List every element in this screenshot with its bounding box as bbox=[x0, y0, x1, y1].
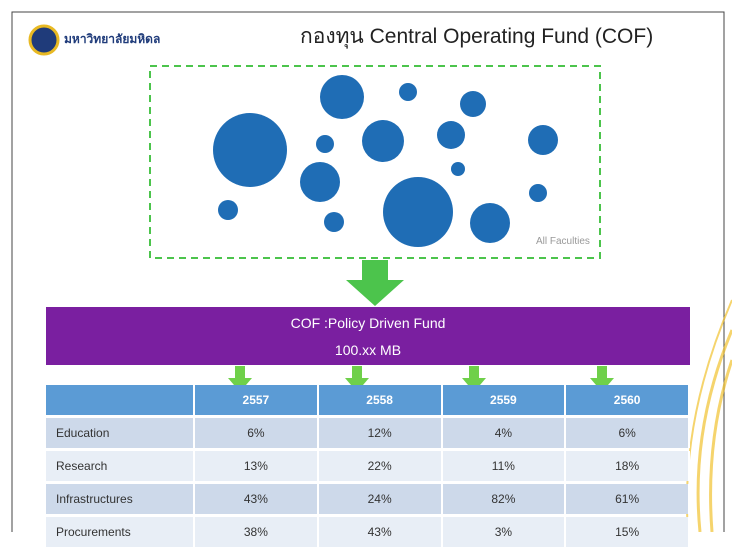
table-cell: 82% bbox=[442, 484, 567, 514]
faculty-bubbles bbox=[213, 75, 558, 247]
banner-line: 100.xx MB bbox=[334, 342, 402, 358]
table-cell: 3% bbox=[442, 517, 567, 547]
table-row: Education 6% 12% 4% 6% bbox=[46, 418, 690, 448]
logo bbox=[28, 24, 60, 56]
table-row: Infrastructures 43% 24% 82% 61% bbox=[46, 484, 690, 514]
column-header: 2558 bbox=[318, 385, 443, 415]
faculty-box bbox=[149, 65, 601, 259]
row-label: Education bbox=[46, 418, 195, 448]
column-header: 2559 bbox=[442, 385, 567, 415]
table-cell: 6% bbox=[195, 418, 319, 448]
table-cell: 12% bbox=[318, 418, 443, 448]
table-cell: 24% bbox=[318, 484, 443, 514]
table-row: Research 13% 22% 11% 18% bbox=[46, 451, 690, 481]
table-cell: 18% bbox=[566, 451, 690, 481]
column-arrows bbox=[228, 366, 614, 392]
row-label: Research bbox=[46, 451, 195, 481]
slide-title: กองทุน Central Operating Fund (COF) bbox=[300, 25, 654, 48]
table-cell: 38% bbox=[195, 517, 319, 547]
table-cell: 15% bbox=[566, 517, 690, 547]
allocation-table: 2557 2558 2559 2560 Education 6% 12% 4% 6% Resear… bbox=[46, 382, 690, 550]
table-cell: 11% bbox=[442, 451, 567, 481]
table-cell: 43% bbox=[318, 517, 443, 547]
column-header: 2560 bbox=[566, 385, 690, 415]
table-cell: 4% bbox=[442, 418, 567, 448]
table-row: Procurements 38% 43% 3% 15% bbox=[46, 517, 690, 547]
table-cell: 43% bbox=[195, 484, 319, 514]
row-label: Infrastructures bbox=[46, 484, 195, 514]
header-corner bbox=[46, 385, 195, 415]
row-label: Procurements bbox=[46, 517, 195, 547]
table-cell: 61% bbox=[566, 484, 690, 514]
fund-banner: COF :Policy Driven Fund 100.xx MB bbox=[46, 307, 690, 365]
table-cell: 22% bbox=[318, 451, 443, 481]
table-cell: 13% bbox=[195, 451, 319, 481]
slide-frame bbox=[11, 11, 725, 532]
table-cell: 6% bbox=[566, 418, 690, 448]
column-header: 2557 bbox=[195, 385, 319, 415]
box-label: All Faculties bbox=[536, 236, 590, 247]
university-name: มหาวิทยาลัยมหิดล bbox=[64, 32, 161, 46]
banner-line: COF :Policy Driven Fund bbox=[290, 315, 446, 331]
slide-graphics bbox=[11, 11, 732, 532]
page: {"header": {"university": "มหาวิทยาลัยมห… bbox=[11, 11, 732, 547]
arrow-down bbox=[346, 260, 404, 306]
decor-swoosh bbox=[685, 299, 732, 532]
